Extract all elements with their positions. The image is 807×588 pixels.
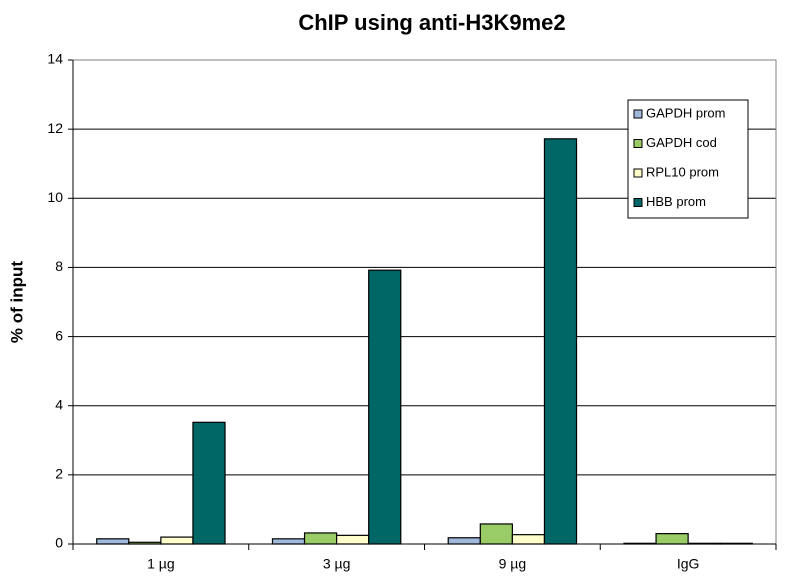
bar — [719, 542, 753, 545]
x-tick-label: 3 µg — [323, 556, 351, 572]
bar — [192, 421, 226, 545]
legend-label: GAPDH cod — [646, 135, 717, 150]
legend-box — [627, 99, 749, 219]
x-tick-label: IgG — [677, 556, 700, 572]
x-tick-label: 1 µg — [147, 556, 175, 572]
legend-swatch — [633, 109, 643, 119]
bar — [160, 536, 194, 545]
bar — [368, 269, 402, 545]
y-axis-label: % of input — [7, 261, 26, 343]
bar — [655, 533, 689, 545]
y-tick-label: 14 — [47, 51, 63, 67]
y-tick-label: 10 — [47, 189, 63, 205]
y-tick-label: 4 — [55, 396, 63, 412]
bar — [511, 534, 546, 545]
legend-label: HBB prom — [646, 194, 706, 209]
bar — [271, 538, 306, 545]
bar — [623, 542, 657, 545]
y-tick-label: 0 — [55, 535, 63, 551]
bar — [543, 138, 578, 545]
bar — [128, 541, 162, 545]
y-tick-label: 6 — [55, 327, 63, 343]
bar — [303, 532, 338, 545]
x-tick-label: 9 µg — [499, 556, 527, 572]
legend-swatch — [633, 198, 643, 207]
bar — [336, 534, 370, 545]
bar — [687, 542, 721, 545]
chart-title: ChIP using anti-H3K9me2 — [298, 10, 565, 35]
legend-swatch — [633, 139, 643, 148]
bar — [447, 537, 481, 545]
bar — [96, 538, 130, 545]
y-tick-label: 8 — [55, 258, 63, 274]
legend-swatch — [633, 168, 643, 178]
legend-label: GAPDH prom — [646, 105, 725, 120]
y-tick-label: 2 — [55, 466, 63, 482]
legend-label: RPL10 prom — [646, 164, 719, 179]
bar — [479, 523, 513, 545]
y-tick-label: 12 — [47, 120, 63, 136]
